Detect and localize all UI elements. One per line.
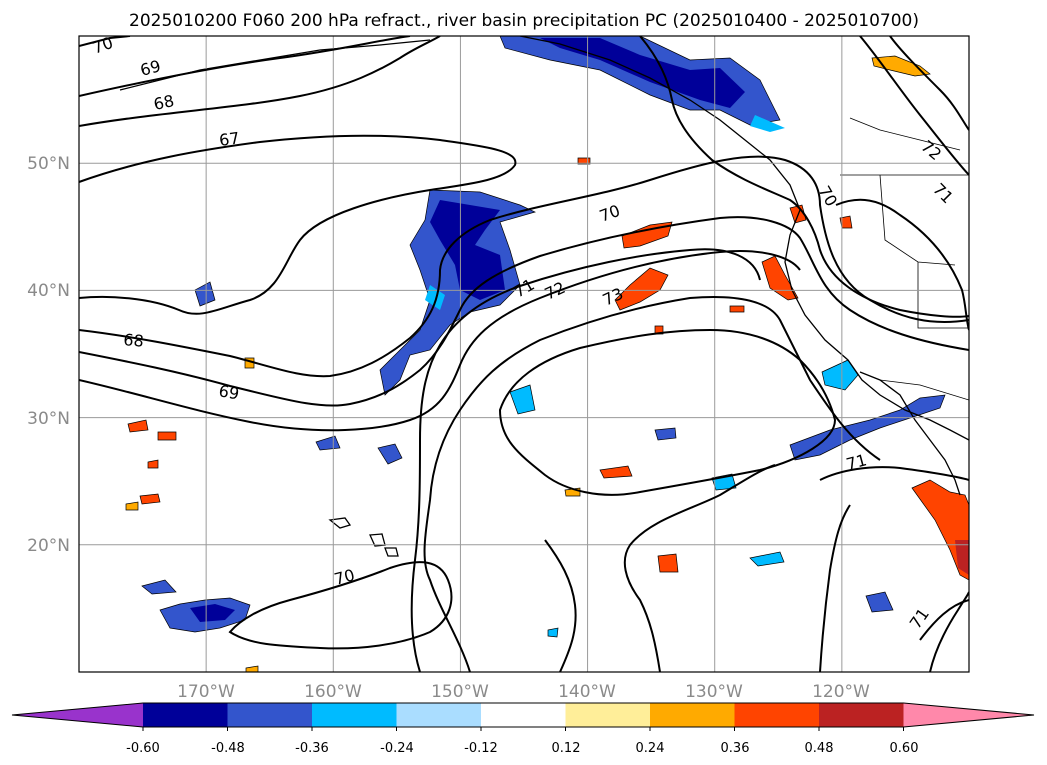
colorbar-bin (143, 703, 228, 727)
colorbar-bin (312, 703, 397, 727)
lon-label: 140°W (558, 682, 616, 702)
colorbar-tick-label: 0.60 (890, 741, 919, 756)
shade-blob (865, 591, 894, 613)
lat-label: 20°N (27, 536, 70, 556)
shade-blob (147, 459, 159, 469)
shade-blob (194, 281, 216, 307)
shade-blob (654, 325, 664, 335)
colorbar-bin (227, 703, 313, 727)
shade-blob (911, 479, 969, 581)
figure-title: 2025010200 F060 200 hPa refract., river … (129, 11, 919, 31)
contour-label: 69 (138, 56, 163, 80)
contour-label: 70 (332, 565, 357, 589)
map-frame (78, 35, 970, 673)
shade-blob (789, 394, 946, 461)
lat-label: 30°N (27, 409, 70, 429)
colorbar-tick-label: -0.48 (211, 741, 245, 756)
shade-blob (315, 435, 341, 451)
shade-blob (430, 200, 505, 300)
shade-blob (125, 501, 139, 511)
shade-blob (871, 55, 931, 77)
lon-label: 130°W (685, 682, 743, 702)
shade-blob (379, 189, 536, 396)
colorbar-bin (650, 703, 735, 727)
colorbar-tick-label: -0.12 (464, 741, 498, 756)
contour-label: 71 (844, 450, 869, 474)
shade-blob (377, 443, 403, 465)
contour-label: 67 (218, 128, 241, 150)
shade-blob (509, 384, 536, 415)
colorbar-tick-label: -0.36 (295, 741, 329, 756)
shade-blob (577, 157, 591, 165)
colorbar-bin (565, 703, 651, 727)
shade-blob (157, 431, 177, 441)
colorbar-tick-label: 0.12 (552, 741, 581, 756)
colorbar-bin (396, 703, 482, 727)
shade-blob (955, 540, 969, 575)
refractivity-contours (79, 36, 969, 672)
precipitation-shading (125, 36, 969, 672)
shade-blob (599, 465, 633, 479)
shade-blob (540, 38, 745, 108)
colorbar-bin (481, 703, 566, 727)
colorbar-extend-max (903, 703, 1034, 727)
contour-label: 70 (90, 33, 116, 58)
contour-label: 68 (123, 330, 145, 351)
latitude-labels: 20°N 30°N 40°N 50°N (27, 154, 70, 556)
shade-blob (821, 359, 859, 391)
colorbar-bin (734, 703, 820, 727)
shade-blob (499, 36, 781, 126)
shade-blob (750, 115, 785, 132)
colorbar-tick-label: 0.36 (721, 741, 750, 756)
contour-label: 68 (152, 91, 176, 114)
lon-label: 170°W (177, 682, 235, 702)
colorbar (11, 702, 1035, 731)
shade-blob (139, 493, 161, 505)
colorbar-bin (819, 703, 904, 727)
shade-blob (749, 551, 785, 567)
shade-blob (654, 427, 677, 441)
shade-blob (141, 579, 177, 595)
lat-label: 40°N (27, 281, 70, 301)
lat-label: 50°N (27, 154, 70, 174)
shade-blob (657, 553, 679, 573)
lon-label: 150°W (431, 682, 489, 702)
lon-label: 160°W (304, 682, 362, 702)
colorbar-tick-label: 0.48 (805, 741, 834, 756)
colorbar-tick-label: -0.60 (126, 741, 160, 756)
colorbar-tick-label: 0.24 (636, 741, 665, 756)
shade-blob (547, 627, 559, 638)
colorbar-extend-min (12, 703, 143, 727)
contour-label: 69 (217, 381, 240, 403)
shade-blob (245, 665, 259, 672)
lon-label: 120°W (812, 682, 870, 702)
map-area (79, 36, 969, 672)
shade-blob (839, 215, 853, 229)
shade-blob (729, 305, 745, 313)
shade-blob (190, 604, 235, 622)
shade-blob (425, 285, 445, 310)
shade-blob (614, 267, 669, 311)
shade-blob (127, 419, 149, 433)
colorbar-labels: -0.60 -0.48 -0.36 -0.24 -0.12 0.12 0.24 … (126, 741, 918, 756)
longitude-labels: 170°W 160°W 150°W 140°W 130°W 120°W (177, 682, 870, 702)
colorbar-tick-label: -0.24 (380, 741, 414, 756)
